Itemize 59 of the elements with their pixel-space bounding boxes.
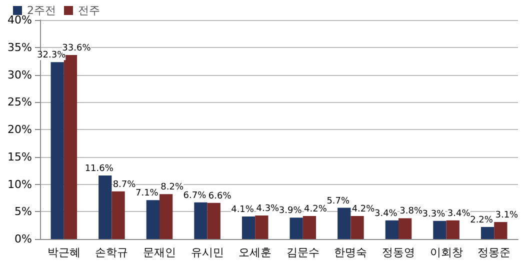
data-label: 3.1% xyxy=(495,210,519,221)
data-label: 3.8% xyxy=(400,206,423,217)
bar xyxy=(98,175,112,239)
data-label: 4.3% xyxy=(256,204,280,214)
data-label: 2.2% xyxy=(470,215,494,226)
data-label: 3.4% xyxy=(374,208,398,219)
data-label: 6.7% xyxy=(183,190,207,201)
bar xyxy=(350,216,364,239)
y-tick-label: 35% xyxy=(8,40,32,54)
bar xyxy=(112,191,125,239)
x-tick-label: 오세훈 xyxy=(238,246,272,259)
data-label: 3.3% xyxy=(422,209,446,220)
bar xyxy=(242,216,256,239)
data-label: 4.1% xyxy=(231,205,254,216)
data-label: 4.2% xyxy=(352,204,376,215)
bar xyxy=(255,215,268,239)
bar xyxy=(207,202,220,239)
bar xyxy=(446,220,460,239)
data-label: 33.6% xyxy=(62,44,92,54)
x-tick-label: 정몽준 xyxy=(478,246,511,259)
data-label: 7.1% xyxy=(135,188,159,199)
data-label: 8.7% xyxy=(112,180,136,190)
x-tick-label: 손학규 xyxy=(95,246,128,259)
data-label: 11.6% xyxy=(84,164,114,174)
bar xyxy=(480,226,494,239)
bar xyxy=(494,222,508,239)
bar xyxy=(385,220,398,239)
bar xyxy=(290,218,303,239)
data-label: 32.3% xyxy=(37,50,66,61)
bar xyxy=(194,202,208,239)
x-tick-label: 한명숙 xyxy=(334,246,368,259)
x-tick-label: 정동영 xyxy=(382,246,415,259)
y-tick-label: 25% xyxy=(8,96,32,109)
y-tick-label: 20% xyxy=(8,123,32,136)
bar xyxy=(64,55,78,239)
data-label: 3.9% xyxy=(278,206,302,216)
bar xyxy=(433,220,446,239)
bar xyxy=(338,208,351,239)
x-tick-label: 문재인 xyxy=(143,246,176,259)
y-tick-label: 15% xyxy=(8,150,32,164)
y-tick-label: 5% xyxy=(14,205,32,218)
y-tick-label: 10% xyxy=(8,178,32,191)
legend-label: 전주 xyxy=(78,4,100,17)
data-label: 6.6% xyxy=(208,191,232,202)
bar xyxy=(146,200,160,239)
x-tick-label: 박근혜 xyxy=(47,246,80,259)
x-tick-label: 이회창 xyxy=(430,246,463,259)
bar xyxy=(160,194,173,239)
y-tick-label: 0% xyxy=(14,232,32,246)
bar xyxy=(302,216,316,239)
x-tick-label: 유시민 xyxy=(190,246,224,259)
data-label: 5.7% xyxy=(326,196,350,206)
data-label: 4.2% xyxy=(304,204,328,215)
data-label: 3.4% xyxy=(447,208,471,219)
bar xyxy=(398,218,412,239)
y-tick-label: 30% xyxy=(8,68,32,82)
data-label: 8.2% xyxy=(160,182,184,193)
bar xyxy=(50,62,64,239)
x-tick-label: 김문수 xyxy=(286,246,320,259)
